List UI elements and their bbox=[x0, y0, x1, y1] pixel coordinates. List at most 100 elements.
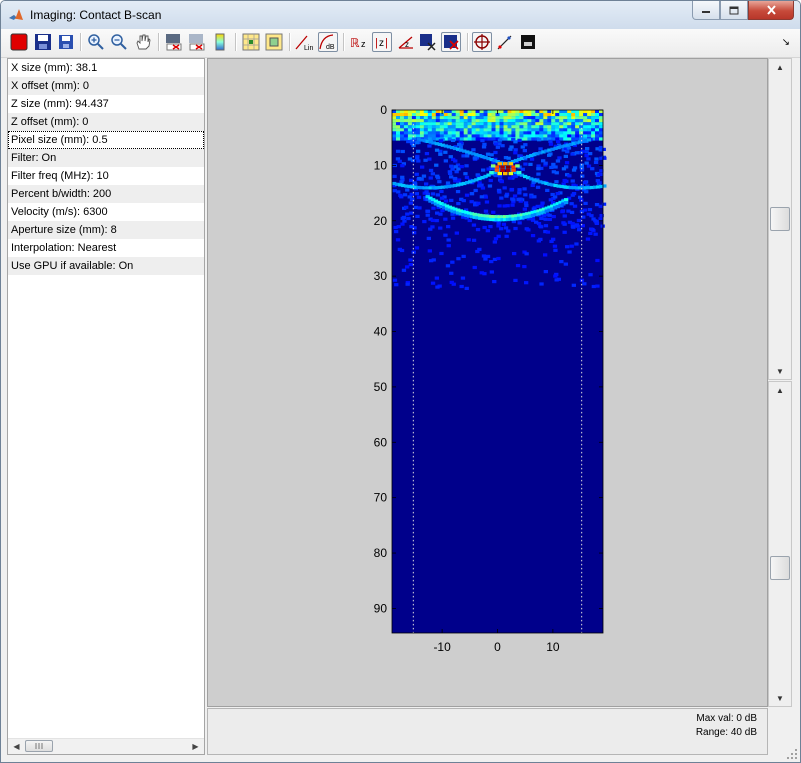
y-tick-label: 20 bbox=[374, 214, 388, 228]
property-row[interactable]: Velocity (m/s): 6300 bbox=[11, 206, 108, 218]
y-tick-label: 60 bbox=[374, 435, 388, 449]
info-panel: Max val: 0 dB Range: 40 dB bbox=[207, 708, 768, 755]
red-square-icon bbox=[10, 33, 28, 51]
colorbar-button[interactable] bbox=[210, 32, 230, 52]
linear-scale-icon: Lin bbox=[295, 35, 313, 51]
properties-panel: X size (mm): 38.1 X offset (mm): 0 Z size … bbox=[7, 58, 205, 755]
abs-z-icon: | z | bbox=[375, 37, 388, 49]
image-a-button[interactable] bbox=[164, 32, 184, 52]
angle-button[interactable]: z bbox=[396, 32, 416, 52]
zoom-out-button[interactable] bbox=[109, 32, 129, 52]
properties-list: X size (mm): 38.1 X offset (mm): 0 Z size … bbox=[8, 59, 204, 275]
grid-b-button[interactable] bbox=[264, 32, 284, 52]
image-dark-icon bbox=[166, 34, 182, 51]
property-row[interactable]: Z offset (mm): 0 bbox=[8, 113, 204, 131]
property-row[interactable]: Percent b/width: 200 bbox=[8, 185, 204, 203]
layer-excl-button[interactable] bbox=[441, 32, 461, 52]
horizontal-scrollbar[interactable]: ◀ ▶ bbox=[8, 738, 204, 754]
svg-text:|: | bbox=[375, 37, 378, 49]
y-tick-label: 90 bbox=[374, 601, 388, 615]
close-icon bbox=[766, 5, 776, 15]
image-b-button[interactable] bbox=[187, 32, 207, 52]
dock-arrow-icon[interactable]: ↘ bbox=[781, 37, 790, 48]
minimize-button[interactable] bbox=[692, 1, 720, 20]
layer-excl-icon bbox=[444, 35, 459, 50]
probe-icon bbox=[497, 35, 512, 50]
zoom-in-button[interactable] bbox=[86, 32, 106, 52]
close-button[interactable] bbox=[748, 1, 794, 20]
abs-z-button[interactable]: | z | bbox=[372, 32, 392, 52]
zoom-in-icon bbox=[88, 34, 104, 50]
property-row[interactable]: Z size (mm): 94.437 bbox=[11, 98, 109, 110]
x-tick-label: 0 bbox=[494, 640, 501, 654]
property-row[interactable]: Filter: On bbox=[8, 149, 204, 167]
x-tick-label: 10 bbox=[546, 640, 560, 654]
scroll-left-icon[interactable]: ◀ bbox=[13, 742, 20, 751]
dark-image-button[interactable] bbox=[518, 32, 538, 52]
dark-image-icon bbox=[521, 35, 535, 49]
grid-point-icon bbox=[265, 33, 283, 51]
bscan-pixels bbox=[392, 110, 607, 290]
scroll-right-icon[interactable]: ▶ bbox=[192, 742, 199, 751]
y-tick-label: 40 bbox=[374, 325, 388, 339]
bscan-plot[interactable]: 0 10 20 30 40 50 60 70 80 90 -10 0 10 bbox=[208, 59, 767, 706]
y-tick-label: 70 bbox=[374, 491, 388, 505]
colorbar-icon bbox=[215, 33, 225, 51]
scroll-thumb[interactable] bbox=[25, 740, 53, 752]
svg-text:dB: dB bbox=[326, 44, 335, 51]
crosshair-icon bbox=[474, 34, 490, 50]
vertical-thumb-top[interactable] bbox=[770, 207, 790, 231]
property-row[interactable]: X size (mm): 38.1 bbox=[11, 62, 98, 74]
vertical-scrollbar-bottom[interactable]: ▲ ▼ bbox=[768, 381, 792, 707]
svg-text:z: z bbox=[379, 38, 384, 49]
svg-text:ℝ: ℝ bbox=[350, 36, 360, 50]
scroll-up-icon[interactable]: ▲ bbox=[776, 385, 784, 395]
scroll-up-icon[interactable]: ▲ bbox=[776, 62, 784, 72]
y-tick-label: 80 bbox=[374, 546, 388, 560]
svg-text:z: z bbox=[361, 39, 366, 49]
maximize-icon bbox=[729, 6, 739, 14]
y-tick-label: 10 bbox=[374, 158, 388, 172]
svg-text:|: | bbox=[385, 37, 388, 49]
vertical-scrollbar-top[interactable]: ▲ ▼ bbox=[768, 58, 792, 380]
property-row[interactable]: Aperture size (mm): 8 bbox=[8, 221, 204, 239]
crosshair-button[interactable] bbox=[472, 32, 492, 52]
layer-x-button[interactable] bbox=[418, 32, 438, 52]
property-row[interactable]: Pixel size (mm): 0.5 bbox=[8, 131, 204, 149]
maximize-button[interactable] bbox=[720, 1, 748, 20]
y-tick-label: 0 bbox=[380, 103, 387, 117]
x-tick-label: -10 bbox=[433, 640, 451, 654]
pan-button[interactable] bbox=[133, 32, 153, 52]
minimize-icon bbox=[702, 11, 710, 13]
db-scale-icon: dB bbox=[319, 34, 335, 51]
probe-button[interactable] bbox=[495, 32, 515, 52]
zoom-out-icon bbox=[111, 34, 127, 50]
matlab-icon bbox=[9, 9, 23, 20]
property-row[interactable]: Use GPU if available: On bbox=[8, 257, 204, 275]
size-grip-icon[interactable] bbox=[785, 747, 798, 760]
scroll-down-icon[interactable]: ▼ bbox=[776, 366, 784, 376]
linear-scale-button[interactable]: Lin bbox=[295, 32, 315, 52]
range-label: Range: 40 dB bbox=[695, 727, 757, 738]
image-light-icon bbox=[189, 34, 205, 51]
db-scale-button[interactable]: dB bbox=[318, 32, 338, 52]
grid-icon bbox=[242, 33, 260, 51]
title-bar: Imaging: Contact B-scan bbox=[1, 1, 800, 29]
grip-icon bbox=[35, 743, 43, 749]
floppy-icon bbox=[59, 35, 73, 49]
hand-icon bbox=[136, 34, 151, 50]
scroll-down-icon[interactable]: ▼ bbox=[776, 693, 784, 703]
angle-icon: z bbox=[398, 36, 413, 49]
property-row[interactable]: Interpolation: Nearest bbox=[11, 242, 117, 254]
max-value-label: Max val: 0 dB bbox=[696, 713, 757, 724]
grid-a-button[interactable] bbox=[241, 32, 261, 52]
save-multi-button[interactable] bbox=[33, 32, 53, 52]
save-button[interactable] bbox=[56, 32, 76, 52]
vertical-thumb-bottom[interactable] bbox=[770, 556, 790, 580]
record-button[interactable] bbox=[9, 32, 29, 52]
property-row[interactable]: Filter freq (MHz): 10 bbox=[11, 170, 109, 182]
svg-text:Lin: Lin bbox=[304, 45, 313, 51]
property-row[interactable]: X offset (mm): 0 bbox=[8, 77, 204, 95]
